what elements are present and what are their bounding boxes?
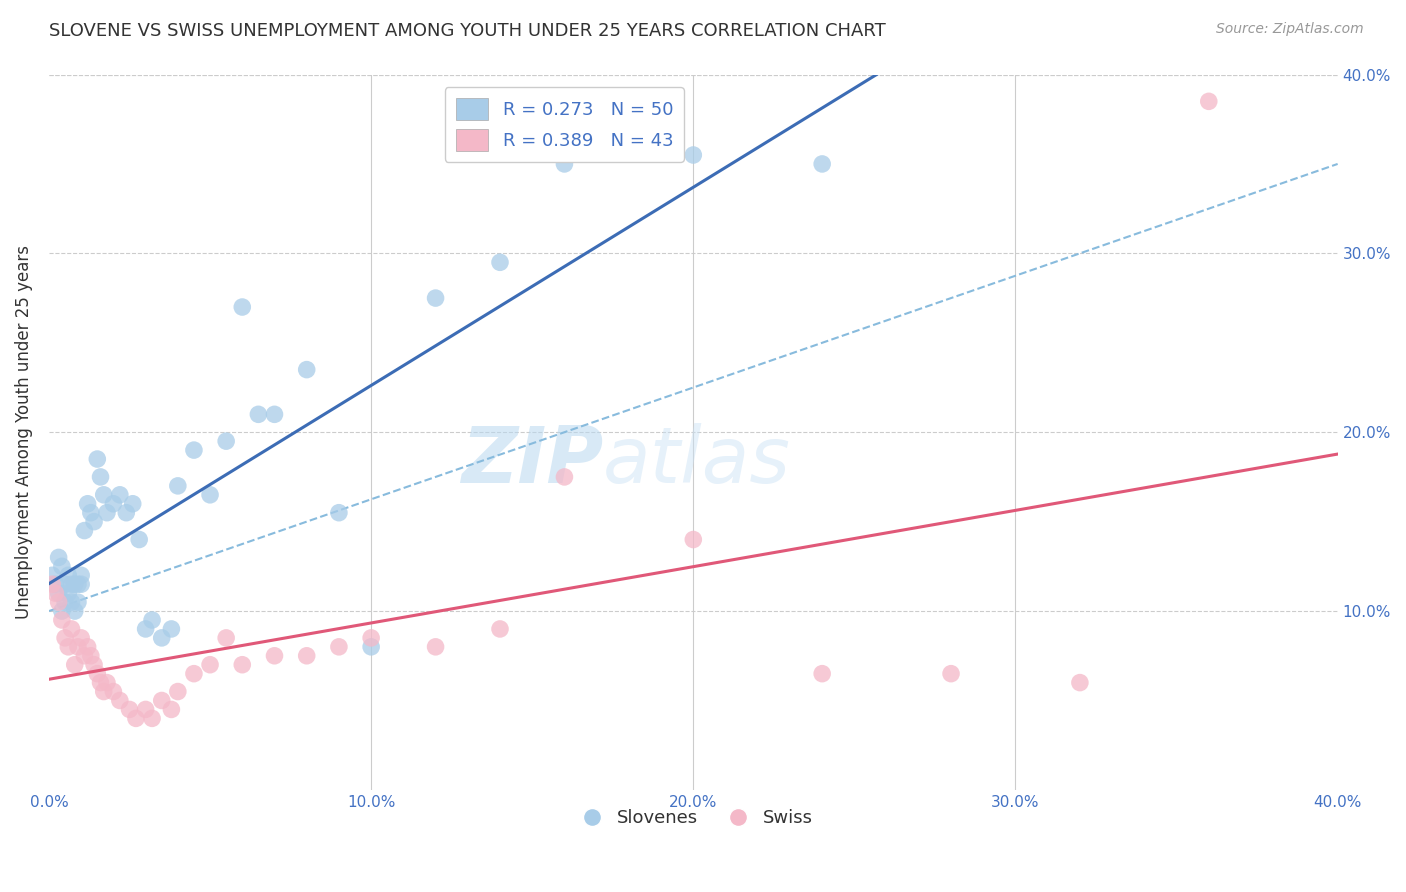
Point (247, 407, 270, 421)
Text: ZIP: ZIP (461, 423, 603, 499)
Point (51, 613, 73, 627)
Point (295, 648, 318, 663)
Point (70, 631, 93, 645)
Point (48, 586, 70, 600)
Point (83, 515, 105, 529)
Point (128, 533, 150, 547)
Point (86, 452, 108, 467)
Point (135, 622, 157, 636)
Point (66, 577, 89, 591)
Point (63, 657, 86, 672)
Point (811, 666, 834, 681)
Point (360, 631, 382, 645)
Point (103, 497, 125, 511)
Point (1069, 675, 1091, 690)
Point (53, 595, 76, 609)
Point (48, 595, 70, 609)
Point (96, 506, 118, 520)
Point (96, 675, 118, 690)
Point (328, 640, 350, 654)
Point (682, 148, 704, 162)
Point (160, 702, 183, 716)
Point (44, 577, 66, 591)
Legend: Slovenes, Swiss: Slovenes, Swiss (567, 802, 820, 835)
Point (103, 684, 125, 698)
Point (66, 640, 89, 654)
Point (118, 702, 141, 716)
Point (939, 666, 962, 681)
Y-axis label: Unemployment Among Youth under 25 years: Unemployment Among Youth under 25 years (15, 245, 32, 619)
Point (41, 577, 63, 591)
Point (135, 702, 157, 716)
Point (108, 693, 131, 707)
Point (263, 407, 285, 421)
Point (66, 595, 89, 609)
Point (811, 157, 834, 171)
Point (553, 470, 575, 484)
Point (93, 684, 115, 698)
Point (328, 506, 350, 520)
Point (70, 577, 93, 591)
Point (76, 640, 98, 654)
Point (60, 622, 83, 636)
Point (44, 586, 66, 600)
Point (76, 497, 98, 511)
Point (489, 255, 512, 269)
Text: atlas: atlas (603, 423, 792, 499)
Point (150, 693, 173, 707)
Point (73, 524, 96, 538)
Point (198, 657, 221, 672)
Point (80, 506, 103, 520)
Point (70, 568, 93, 582)
Point (231, 657, 253, 672)
Point (682, 533, 704, 547)
Point (51, 604, 73, 618)
Point (231, 300, 253, 314)
Point (115, 506, 138, 520)
Point (58, 586, 80, 600)
Point (150, 631, 173, 645)
Point (160, 622, 183, 636)
Point (108, 488, 131, 502)
Point (425, 640, 447, 654)
Point (141, 613, 163, 627)
Point (215, 631, 238, 645)
Point (48, 550, 70, 565)
Point (125, 711, 148, 725)
Point (360, 640, 382, 654)
Text: Source: ZipAtlas.com: Source: ZipAtlas.com (1216, 22, 1364, 37)
Point (89, 470, 111, 484)
Point (86, 666, 108, 681)
Point (63, 604, 86, 618)
Point (53, 631, 76, 645)
Point (63, 577, 86, 591)
Point (263, 648, 285, 663)
Point (93, 488, 115, 502)
Point (166, 684, 188, 698)
Point (41, 568, 63, 582)
Point (73, 648, 96, 663)
Point (51, 559, 73, 574)
Point (121, 497, 143, 511)
Point (215, 434, 238, 449)
Point (183, 443, 205, 458)
Point (295, 362, 318, 376)
Point (198, 488, 221, 502)
Point (80, 648, 103, 663)
Point (141, 711, 163, 725)
Point (166, 479, 188, 493)
Point (489, 622, 512, 636)
Point (89, 675, 111, 690)
Point (425, 291, 447, 305)
Point (60, 577, 83, 591)
Text: SLOVENE VS SWISS UNEMPLOYMENT AMONG YOUTH UNDER 25 YEARS CORRELATION CHART: SLOVENE VS SWISS UNEMPLOYMENT AMONG YOUT… (49, 22, 886, 40)
Point (58, 568, 80, 582)
Point (53, 577, 76, 591)
Point (60, 595, 83, 609)
Point (1198, 95, 1220, 109)
Point (83, 657, 105, 672)
Point (58, 640, 80, 654)
Point (183, 666, 205, 681)
Point (553, 157, 575, 171)
